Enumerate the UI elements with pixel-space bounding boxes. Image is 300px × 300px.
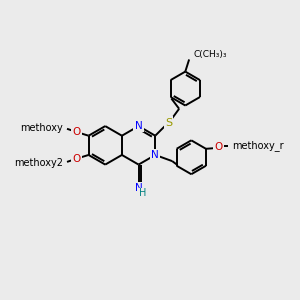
Text: O: O bbox=[72, 127, 80, 137]
Text: methoxy_r: methoxy_r bbox=[232, 140, 284, 151]
Text: O: O bbox=[214, 142, 222, 152]
Text: N: N bbox=[152, 150, 159, 160]
Text: S: S bbox=[165, 118, 172, 128]
Text: H: H bbox=[139, 188, 146, 199]
Text: methoxy2: methoxy2 bbox=[14, 158, 63, 168]
Text: C(CH₃)₃: C(CH₃)₃ bbox=[194, 50, 227, 58]
Text: methoxy: methoxy bbox=[20, 123, 63, 133]
Text: N: N bbox=[135, 183, 142, 193]
Text: N: N bbox=[135, 121, 142, 131]
Text: O: O bbox=[72, 154, 80, 164]
